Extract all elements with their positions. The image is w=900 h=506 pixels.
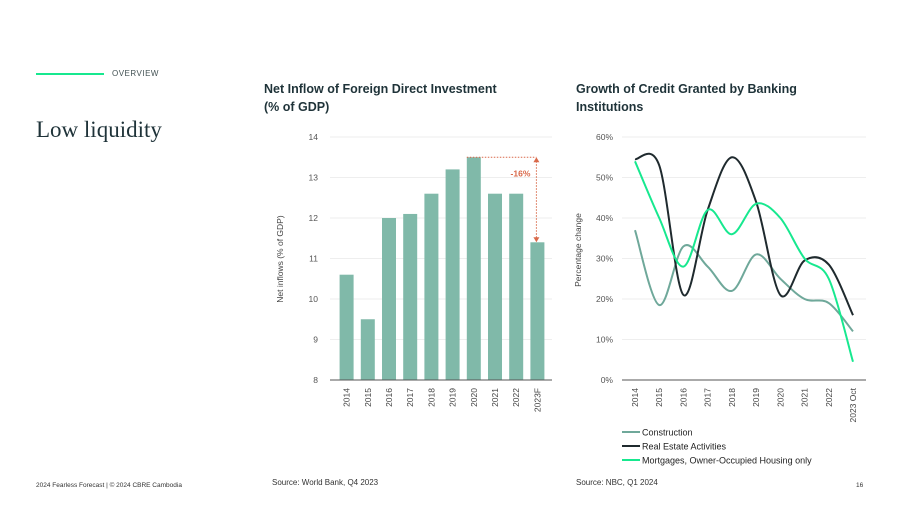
arrow-down-icon [533, 237, 540, 243]
y-tick-label: 10% [596, 335, 613, 345]
fdi-title-line-2: (% of GDP) [264, 100, 330, 114]
x-tick-label: 2023 Oct [848, 387, 858, 422]
bar [424, 193, 439, 380]
y-axis-label: Net inflows (% of GDP) [275, 215, 285, 303]
x-tick-label: 2015 [363, 388, 373, 407]
x-tick-label: 2018 [426, 388, 436, 407]
bar [403, 213, 418, 380]
y-tick-label: 20% [596, 294, 613, 304]
x-tick-label: 2019 [751, 388, 761, 407]
credit-chart-title: Growth of Credit Granted by Banking Inst… [576, 80, 856, 116]
bar [530, 242, 545, 380]
bar [360, 319, 375, 380]
series-line-real-estate-activities [634, 152, 854, 316]
x-tick-label: 2014 [630, 388, 640, 407]
legend-label: Mortgages, Owner-Occupied Housing only [642, 456, 812, 466]
accent-line [36, 73, 104, 75]
x-tick-label: 2023F [532, 388, 542, 412]
x-tick-label: 2014 [342, 388, 352, 407]
x-tick-label: 2015 [654, 388, 664, 407]
fdi-title-line-1: Net Inflow of Foreign Direct Investment [264, 82, 497, 96]
bar [466, 157, 481, 380]
page-title: Low liquidity [36, 117, 162, 142]
y-tick-label: 50% [596, 173, 613, 183]
legend-label: Real Estate Activities [642, 442, 727, 452]
x-tick-label: 2017 [405, 388, 415, 407]
y-tick-label: 13 [309, 173, 319, 183]
x-tick-label: 2022 [511, 388, 521, 407]
x-tick-label: 2020 [469, 388, 479, 407]
x-tick-label: 2021 [490, 388, 500, 407]
y-tick-label: 60% [596, 132, 613, 142]
bar [382, 218, 396, 380]
section-label: OVERVIEW [112, 69, 159, 78]
credit-title-line-2: Institutions [576, 100, 644, 114]
series-line-mortgages-owner-occupied-housing-only [634, 160, 854, 363]
bar [509, 193, 524, 380]
series-line-construction [634, 229, 854, 333]
credit-title-line-1: Growth of Credit Granted by Banking [576, 82, 797, 96]
legend-label: Construction [642, 428, 693, 438]
y-tick-label: 12 [309, 213, 319, 223]
y-tick-label: 11 [309, 254, 318, 264]
credit-source: Source: NBC, Q1 2024 [576, 478, 658, 487]
x-tick-label: 2022 [824, 388, 834, 407]
y-tick-label: 14 [309, 132, 319, 142]
x-tick-label: 2016 [678, 388, 688, 407]
y-tick-label: 9 [313, 335, 318, 345]
y-axis-label: Percentage change [573, 213, 583, 287]
fdi-chart-title: Net Inflow of Foreign Direct Investment … [264, 80, 544, 116]
x-tick-label: 2021 [800, 388, 810, 407]
x-tick-label: 2018 [727, 388, 737, 407]
annotation-label: -16% [511, 168, 531, 178]
footer-copyright: 2024 Fearless Forecast | © 2024 CBRE Cam… [36, 482, 182, 489]
x-tick-label: 2020 [775, 388, 785, 407]
fdi-source: Source: World Bank, Q4 2023 [272, 478, 379, 487]
y-tick-label: 0% [601, 375, 614, 385]
y-tick-label: 10 [309, 294, 319, 304]
x-tick-label: 2017 [703, 388, 713, 407]
bar [488, 193, 502, 380]
x-tick-label: 2019 [448, 388, 458, 407]
arrow-up-icon [533, 157, 540, 163]
page-number: 16 [856, 482, 864, 489]
y-tick-label: 30% [596, 254, 613, 264]
x-tick-label: 2016 [384, 388, 394, 407]
bar [339, 274, 354, 380]
y-tick-label: 8 [313, 375, 318, 385]
bar [445, 169, 460, 380]
y-tick-label: 40% [596, 213, 613, 223]
